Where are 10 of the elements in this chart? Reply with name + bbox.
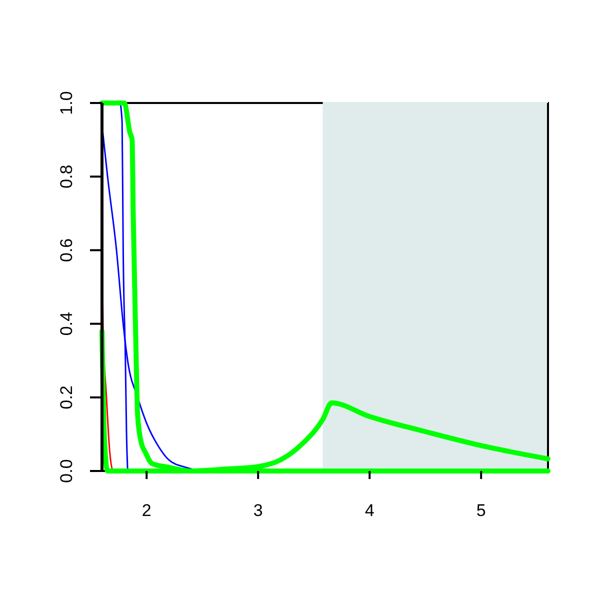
x-tick-label: 3 [253, 501, 263, 520]
y-tick-label: 0.0 [57, 459, 76, 483]
x-tick-label: 5 [476, 501, 486, 520]
x-tick-label: 2 [142, 501, 152, 520]
y-tick-label: 0.2 [57, 386, 76, 410]
y-tick-label: 0.4 [57, 312, 76, 336]
y-tick-label: 0.6 [57, 238, 76, 262]
y-tick-label: 0.8 [57, 164, 76, 188]
x-tick-label: 4 [364, 501, 374, 520]
y-tick-label: 1.0 [57, 91, 76, 115]
